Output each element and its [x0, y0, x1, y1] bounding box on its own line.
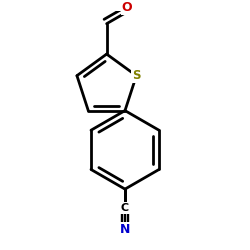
Text: C: C [121, 203, 129, 213]
Text: O: O [122, 1, 132, 14]
Text: S: S [132, 69, 140, 82]
Text: N: N [120, 223, 130, 236]
